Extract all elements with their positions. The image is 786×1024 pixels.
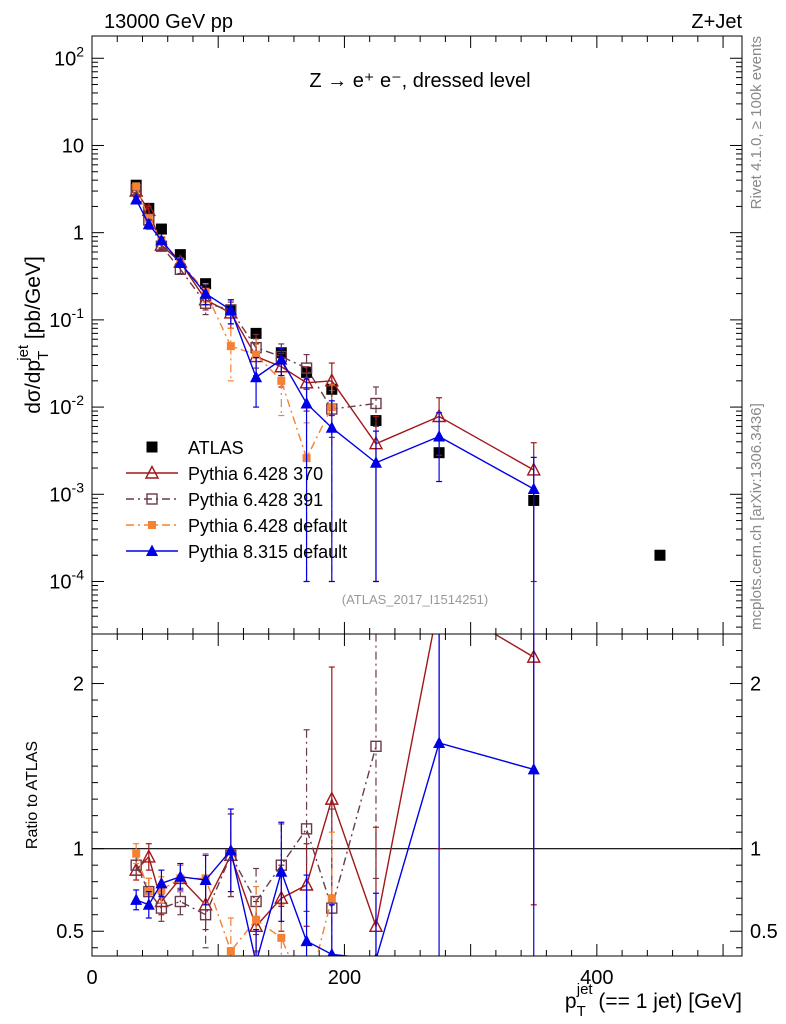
ratio-pythia-6-428-default-point [226, 947, 235, 956]
legend-pythia-8-315-default-label: Pythia 8.315 default [188, 542, 347, 562]
ratio-pythia-8-315-default-point [327, 947, 337, 956]
mcplots-label: mcplots.cern.ch [arXiv:1306.3436] [748, 403, 765, 630]
legend-pythia-6-428-370-marker [144, 464, 160, 479]
main-atlas-point [250, 327, 262, 339]
main-pythia-8-315-default-point [433, 429, 446, 442]
ratio-pythia-8-315-default-point [130, 893, 143, 905]
legend-pythia-6-428-370-label: Pythia 6.428 370 [188, 464, 323, 484]
main-pythia-8-315-default-point [369, 456, 382, 468]
ratio-ytick-label: 0.5 [56, 921, 84, 943]
main-pythia-8-315-default-point [325, 421, 338, 433]
ratio-pythia-8-315-default-point [155, 876, 168, 889]
legend-atlas-label: ATLAS [188, 438, 244, 458]
ratio-pythia-6-428-default-point [132, 849, 141, 858]
ratio-pythia-6-428-391-point [174, 895, 187, 908]
legend-pythia-6-428-default-marker [148, 521, 156, 529]
ratio-pythia-6-428-default-line [135, 853, 333, 956]
ratio-pythia-8-315-default-point [250, 956, 262, 968]
main-atlas-point [155, 223, 167, 235]
main-pythia-6-428-391-line [135, 189, 377, 410]
ratio-pythia-6-428-default-point [327, 894, 336, 903]
ratio-pythia-6-428-391-point [300, 823, 313, 835]
main-ytick-label: 10 [62, 135, 84, 157]
ratio-pythia-6-428-default-point [277, 933, 286, 942]
ratio-pythia-8-315-default-point [224, 843, 237, 856]
main-pythia-8-315-default-point [275, 353, 288, 365]
process-label: Z+Jet [691, 11, 742, 33]
main-ytick-label: 10-2 [49, 392, 84, 419]
ratio-ytick-label: 2 [73, 674, 84, 696]
main-pythia-8-315-default-point [142, 217, 155, 230]
main-ytick-label: 102 [54, 43, 84, 70]
process-annotation: Z → e⁺ e⁻, dressed level [309, 70, 530, 92]
legend-pythia-6-428-391-marker [146, 493, 158, 505]
ratio-pythia-6-428-370-line [135, 634, 535, 929]
main-pythia-8-315-default-point [250, 370, 263, 383]
legend-atlas-marker [146, 441, 158, 453]
xlabel: pTjet (== 1 jet) [GeV] [565, 981, 742, 1020]
main-pythia-8-315-default-point [130, 193, 143, 205]
legend-pythia-6-428-default-label: Pythia 6.428 default [188, 516, 347, 536]
ratio-xtick-label: 400 [580, 967, 613, 989]
main-pythia-8-315-default-point [224, 303, 237, 315]
main-pythia-6-428-default-point [132, 182, 141, 191]
ratio-pythia-8-315-default-point [199, 873, 212, 886]
main-atlas-point [654, 549, 666, 561]
ratio-pythia-6-428-391-point [199, 909, 212, 921]
ratio-pythia-6-428-391-point [130, 859, 142, 871]
ratio-pythia-8-315-default-point [527, 762, 540, 775]
main-pythia-6-428-default-line [135, 186, 333, 460]
ratio-ytick-label: 1 [73, 839, 84, 861]
ratio-pythia-6-428-default-point [252, 915, 261, 924]
main-pythia-6-428-391-point [370, 397, 382, 410]
ratio-xtick-label: 0 [86, 967, 97, 989]
ratio-pythia-8-315-default-point [374, 952, 378, 956]
ratio-pythia-8-315-default-point [300, 934, 313, 947]
ratio-xtick-label: 200 [328, 967, 361, 989]
analysis-id-label: (ATLAS_2017_I1514251) [342, 592, 488, 607]
ratio-pythia-6-428-370-point [141, 848, 156, 863]
main-pythia-6-428-default-point [226, 342, 235, 351]
ratio-pythia-8-315-default-point [275, 865, 288, 877]
main-ytick-label: 10-1 [49, 305, 84, 332]
legend-pythia-6-428-391-label: Pythia 6.428 391 [188, 490, 323, 510]
rivet-version-label: Rivet 4.1.0, ≥ 100k events [748, 36, 765, 209]
main-pythia-8-315-default-point [199, 287, 212, 299]
ratio-pythia-6-428-370-point [324, 791, 339, 805]
main-pythia-6-428-default-point [277, 376, 286, 385]
ratio-plot-frame [91, 633, 743, 957]
ratio-pythia-6-428-default-point [303, 993, 311, 1001]
ratio-ytick-label: 1 [750, 839, 761, 861]
main-pythia-8-315-default-point [174, 256, 187, 268]
ylabel-main: dσ/dpTjet [pb/GeV] [15, 256, 52, 414]
ratio-ytick-label: 2 [750, 674, 761, 696]
main-pythia-6-428-default-point [252, 350, 261, 359]
main-ytick-label: 10-4 [49, 566, 84, 593]
ratio-pythia-6-428-370-point [154, 893, 169, 908]
ratio-pythia-8-315-default-point [433, 736, 446, 748]
legend-pythia-8-315-default-marker [146, 544, 158, 556]
main-pythia-8-315-default-point [300, 396, 313, 409]
main-pythia-6-428-391-point [300, 362, 313, 374]
ratio-pythia-8-315-default-point [142, 898, 155, 910]
ratio-pythia-8-315-default-point [174, 870, 187, 882]
ylabel-ratio: Ratio to ATLAS [24, 741, 41, 849]
ratio-pythia-8-315-default-line [135, 742, 534, 956]
main-ytick-label: 10-3 [49, 479, 84, 506]
main-pythia-8-315-default-point [155, 233, 168, 246]
ratio-ytick-label: 0.5 [750, 921, 778, 943]
energy-label: 13000 GeV pp [104, 11, 233, 33]
ratio-pythia-6-428-391-point [370, 740, 382, 752]
main-ytick-label: 1 [73, 223, 84, 245]
main-pythia-8-315-default-point [527, 482, 540, 494]
